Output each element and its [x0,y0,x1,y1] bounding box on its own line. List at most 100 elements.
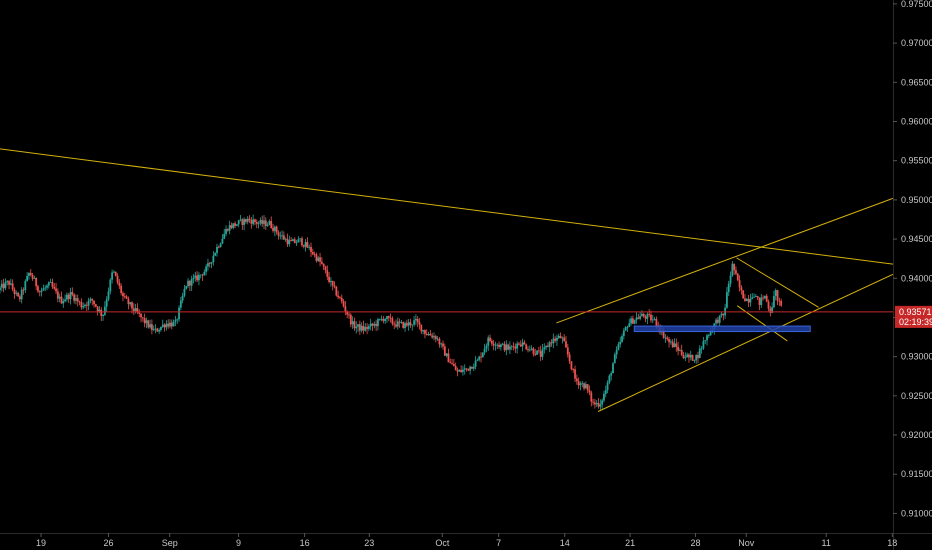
candle-body [272,227,274,231]
candle [416,316,419,328]
candle-body [707,335,710,337]
candle [505,340,508,356]
candle-body [463,368,466,370]
candle [49,278,52,283]
candle [747,294,750,308]
long-resistance[interactable] [0,148,894,265]
candle [132,303,135,315]
trend-lines[interactable] [0,148,894,412]
candle [237,219,240,228]
candle [700,346,703,354]
candle-body [476,359,479,361]
candle-body [264,220,267,227]
candle-body [709,330,712,336]
candle-body [192,277,195,279]
candle [682,352,685,359]
candle-body [37,286,39,292]
candle [599,399,602,410]
candle [387,315,390,322]
candle-body [751,297,754,299]
candle-body [55,288,57,292]
candle-body [704,340,707,342]
candle-body [516,343,519,349]
candle-body [778,300,781,302]
candle-body [630,318,632,324]
candle-body [501,343,504,345]
candle [534,348,537,357]
candle [449,358,452,364]
candle-body [537,350,540,352]
candle [382,315,385,324]
candle [541,344,544,361]
candle [228,220,231,235]
candle [44,285,47,292]
candle [91,298,94,306]
candle-body [105,299,108,307]
candle-body [333,285,336,287]
candle-body [67,294,70,300]
candle [62,298,65,308]
candle-body [308,246,311,248]
candle [273,225,276,237]
candle [651,314,654,324]
candle [395,319,397,328]
candle [615,346,618,359]
candle-body [443,346,446,356]
candle [176,318,179,324]
time-axis[interactable]: 19 26 Sep 9 16 23 Oct 7 14 21 28 Nov 11 18 [36,533,897,548]
candle [67,292,70,303]
candle-body [91,298,94,301]
candle-body [270,220,273,228]
candle-body [35,278,38,287]
candle [758,297,761,311]
candle-body [452,363,455,366]
candle-body [577,381,580,386]
candle-body [481,352,484,358]
candle-body [554,338,557,341]
candle-body [275,226,278,233]
channel-lower[interactable] [597,273,894,412]
candle-body [311,252,314,255]
candle [729,271,732,288]
candle-body [637,317,640,319]
price-tick-label: 0.97500 [901,0,932,9]
candle-body [140,313,142,318]
candle [145,317,148,329]
wedge-top[interactable] [736,257,819,308]
candle-body [769,308,772,313]
candle-body [525,344,528,350]
candle [355,321,358,334]
candle-body [11,283,14,290]
candle [496,343,499,349]
channel-upper[interactable] [556,197,894,324]
candle [362,320,365,335]
candle-body [250,220,253,224]
zone-rectangles[interactable] [633,325,811,333]
candle [141,317,144,322]
candle-body [198,274,200,281]
support-zone[interactable] [633,325,811,333]
candle-body [572,369,575,371]
candle [360,322,363,333]
candle [442,340,444,350]
candle [554,336,557,343]
candle [715,318,717,327]
candle-body [684,357,687,359]
candle [339,296,341,300]
candle-body [762,297,764,299]
candle [698,345,701,359]
candle-body [622,330,625,337]
candle [556,334,558,346]
candle [679,348,681,352]
candle-body [324,266,327,271]
candle-body [190,278,193,286]
candle [478,355,481,362]
candle [6,280,9,286]
candle-body [26,275,29,282]
candle [103,301,106,317]
candle-body [715,319,717,324]
candle [165,320,168,331]
candle-body [631,318,634,324]
